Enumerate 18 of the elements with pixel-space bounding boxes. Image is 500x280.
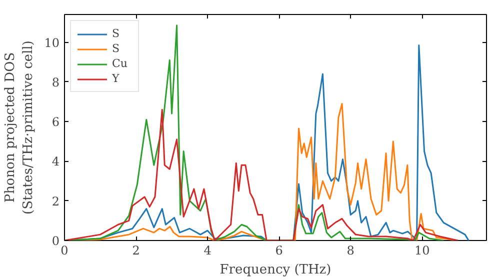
x-tick-label: 0: [60, 244, 68, 258]
x-tick-label: 2: [132, 244, 140, 258]
legend-label: S: [112, 42, 121, 55]
x-tick-label: 8: [346, 244, 354, 258]
y-tick-label: 8: [52, 75, 60, 90]
legend-label: S: [112, 27, 121, 40]
y-tick-label: 10: [44, 36, 60, 50]
legend-label: Y: [112, 72, 120, 85]
x-tick-label: 6: [275, 244, 283, 258]
y-tick-label: 0: [52, 234, 60, 248]
x-axis-title: Frequency (THz): [220, 262, 332, 278]
y-axis-title: Phonon projected DOS (States/THz·primitive cell): [3, 40, 36, 214]
x-tick-label: 10: [414, 244, 430, 258]
x-tick-label: 4: [204, 244, 212, 258]
legend-label: Cu: [112, 57, 129, 70]
y-tick-label: 4: [52, 154, 60, 169]
y-tick-label: 2: [52, 194, 60, 208]
y-tick-label: 6: [52, 115, 60, 130]
